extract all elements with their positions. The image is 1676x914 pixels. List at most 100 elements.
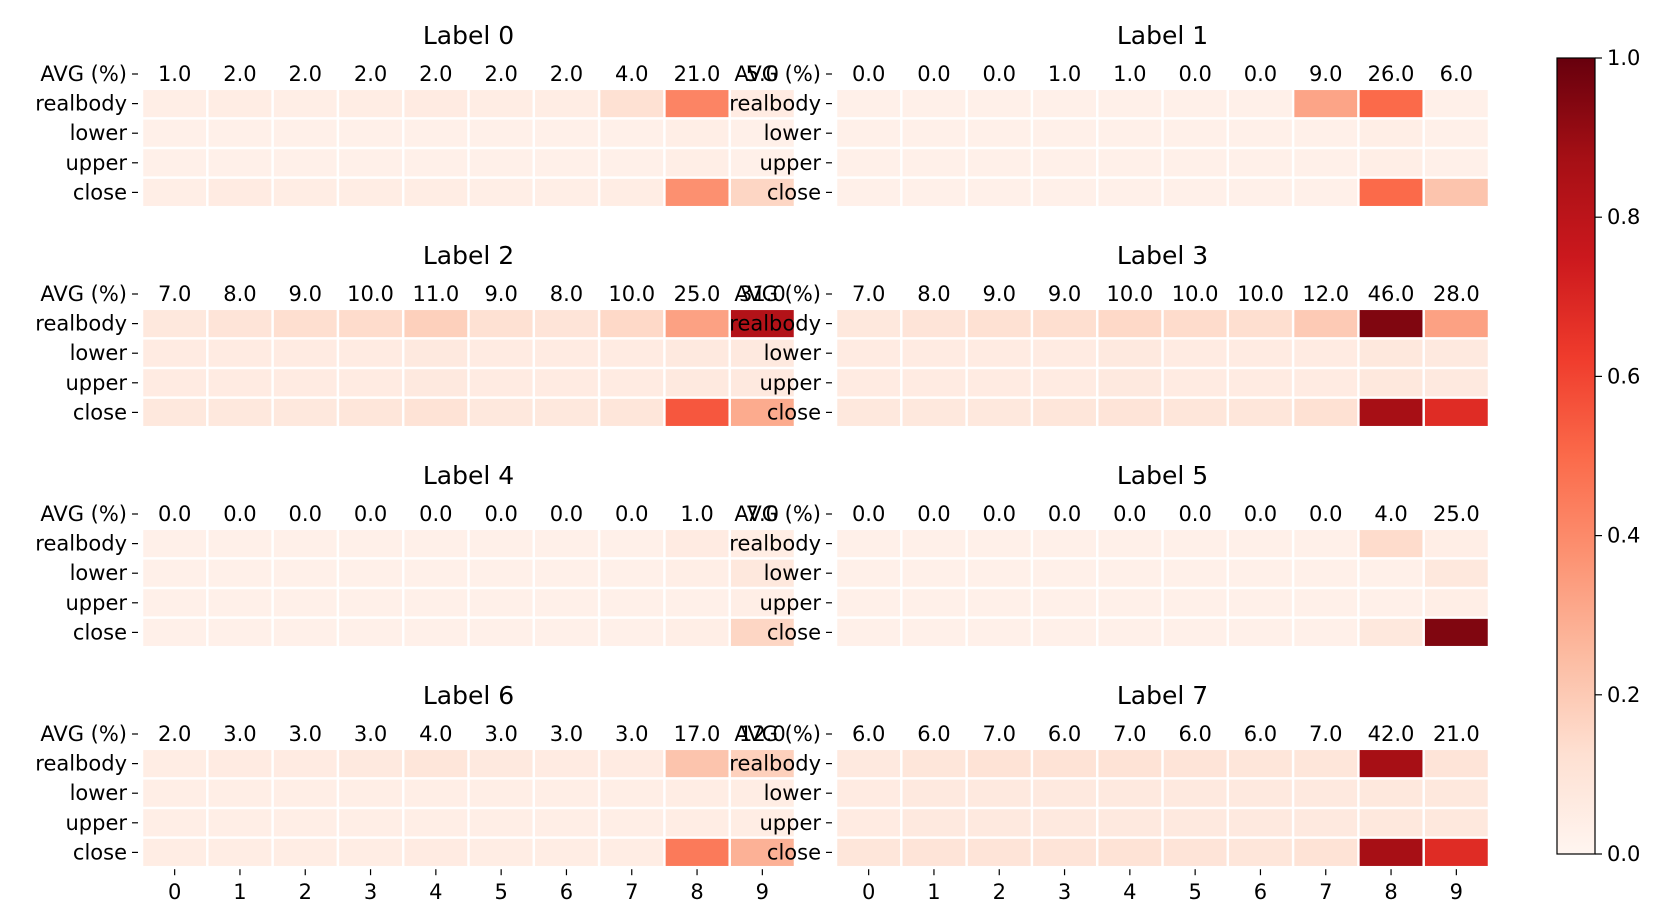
row-label: close bbox=[767, 400, 821, 424]
heat-cell bbox=[469, 750, 533, 778]
heat-cell bbox=[1294, 310, 1358, 338]
heat-cell bbox=[837, 809, 901, 837]
heat-cell bbox=[404, 398, 468, 426]
avg-value: 11.0 bbox=[412, 282, 459, 306]
avg-value: 0.0 bbox=[1178, 62, 1211, 86]
heat-cell bbox=[730, 310, 794, 338]
heat-cell bbox=[665, 750, 729, 778]
x-tick-label: 4 bbox=[429, 880, 442, 904]
heat-cell bbox=[1098, 149, 1162, 177]
avg-value: 0.0 bbox=[419, 502, 452, 526]
heat-cell bbox=[600, 809, 664, 837]
heat-cell bbox=[967, 589, 1031, 617]
heat-cell bbox=[600, 838, 664, 866]
heat-cell bbox=[143, 398, 207, 426]
heat-cell bbox=[730, 90, 794, 118]
heat-cell bbox=[600, 339, 664, 367]
heat-cell bbox=[469, 559, 533, 587]
heat-cell bbox=[273, 398, 337, 426]
heat-cell bbox=[404, 589, 468, 617]
avg-value: 0.0 bbox=[852, 502, 885, 526]
heat-cell bbox=[665, 779, 729, 807]
heat-cell bbox=[1098, 589, 1162, 617]
heat-cell bbox=[1294, 149, 1358, 177]
heat-cell bbox=[837, 838, 901, 866]
colorbar-tick-label: 1.0 bbox=[1607, 46, 1640, 70]
heat-cell bbox=[339, 809, 402, 837]
heat-cell bbox=[837, 530, 901, 558]
heat-cell bbox=[1163, 119, 1227, 147]
avg-value: 12.0 bbox=[1302, 282, 1349, 306]
heat-cell bbox=[1424, 530, 1488, 558]
colorbar-tick-label: 0.8 bbox=[1607, 205, 1640, 229]
heat-cell bbox=[404, 559, 468, 587]
avg-value: 1.0 bbox=[1113, 62, 1146, 86]
heat-cell bbox=[143, 779, 207, 807]
heat-cell bbox=[1098, 530, 1162, 558]
heat-cell bbox=[273, 559, 337, 587]
heat-cell bbox=[1098, 90, 1162, 118]
heat-cell bbox=[1359, 530, 1423, 558]
heat-cell bbox=[404, 90, 468, 118]
heatmap-panel: Label 0 AVG (%) realbody lower upper close 1.0… bbox=[35, 21, 794, 206]
avg-value: 31.0 bbox=[739, 282, 786, 306]
heat-cell bbox=[1359, 119, 1423, 147]
heat-cell bbox=[665, 559, 729, 587]
heat-cell bbox=[902, 809, 966, 837]
heat-cell bbox=[339, 559, 402, 587]
heat-cell bbox=[1163, 90, 1227, 118]
heat-cell bbox=[535, 618, 598, 646]
heat-cell bbox=[1229, 589, 1292, 617]
row-label: AVG (%) bbox=[734, 502, 821, 526]
heat-cell bbox=[273, 589, 337, 617]
heat-cell bbox=[902, 119, 966, 147]
heatmap-panel: Label 5 AVG (%) realbody lower upper close 0.0… bbox=[729, 461, 1488, 646]
heat-cell bbox=[1098, 119, 1162, 147]
heat-cell bbox=[404, 809, 468, 837]
row-label: upper bbox=[65, 151, 127, 175]
avg-value: 7.0 bbox=[852, 282, 885, 306]
heat-cell bbox=[1033, 809, 1096, 837]
heat-cell bbox=[339, 398, 402, 426]
avg-value: 17.0 bbox=[674, 722, 721, 746]
heat-cell bbox=[273, 339, 337, 367]
heat-cell bbox=[339, 119, 402, 147]
row-label: lower bbox=[764, 561, 822, 585]
avg-value: 42.0 bbox=[1368, 722, 1415, 746]
x-tick-label: 8 bbox=[690, 880, 703, 904]
heat-cell bbox=[1424, 90, 1488, 118]
row-label: close bbox=[767, 620, 821, 644]
heat-cell bbox=[273, 838, 337, 866]
heat-cell bbox=[665, 618, 729, 646]
avg-value: 10.0 bbox=[347, 282, 394, 306]
heat-cell bbox=[967, 310, 1031, 338]
heat-cell bbox=[600, 779, 664, 807]
heat-cell bbox=[273, 779, 337, 807]
row-label: lower bbox=[764, 781, 822, 805]
heat-cell bbox=[837, 398, 901, 426]
avg-value: 7.0 bbox=[1309, 722, 1342, 746]
heat-cell bbox=[1359, 369, 1423, 397]
avg-value: 7.0 bbox=[158, 282, 191, 306]
heat-cell bbox=[469, 90, 533, 118]
heat-cell bbox=[1424, 310, 1488, 338]
heat-cell bbox=[837, 90, 901, 118]
heat-cell bbox=[1294, 618, 1358, 646]
heat-cell bbox=[967, 559, 1031, 587]
heat-cell bbox=[730, 398, 794, 426]
heat-cell bbox=[208, 750, 272, 778]
x-tick-label: 0 bbox=[862, 880, 875, 904]
heat-cell bbox=[1359, 178, 1423, 206]
x-tick-label: 5 bbox=[494, 880, 507, 904]
heat-cell bbox=[837, 149, 901, 177]
heat-cell bbox=[143, 530, 207, 558]
heat-cell bbox=[1294, 750, 1358, 778]
heat-cell bbox=[404, 339, 468, 367]
row-label: close bbox=[73, 180, 127, 204]
avg-value: 0.0 bbox=[289, 502, 322, 526]
avg-value: 9.0 bbox=[1309, 62, 1342, 86]
avg-value: 3.0 bbox=[354, 722, 387, 746]
heat-cell bbox=[600, 310, 664, 338]
avg-value: 9.0 bbox=[484, 282, 517, 306]
heat-cell bbox=[339, 310, 402, 338]
